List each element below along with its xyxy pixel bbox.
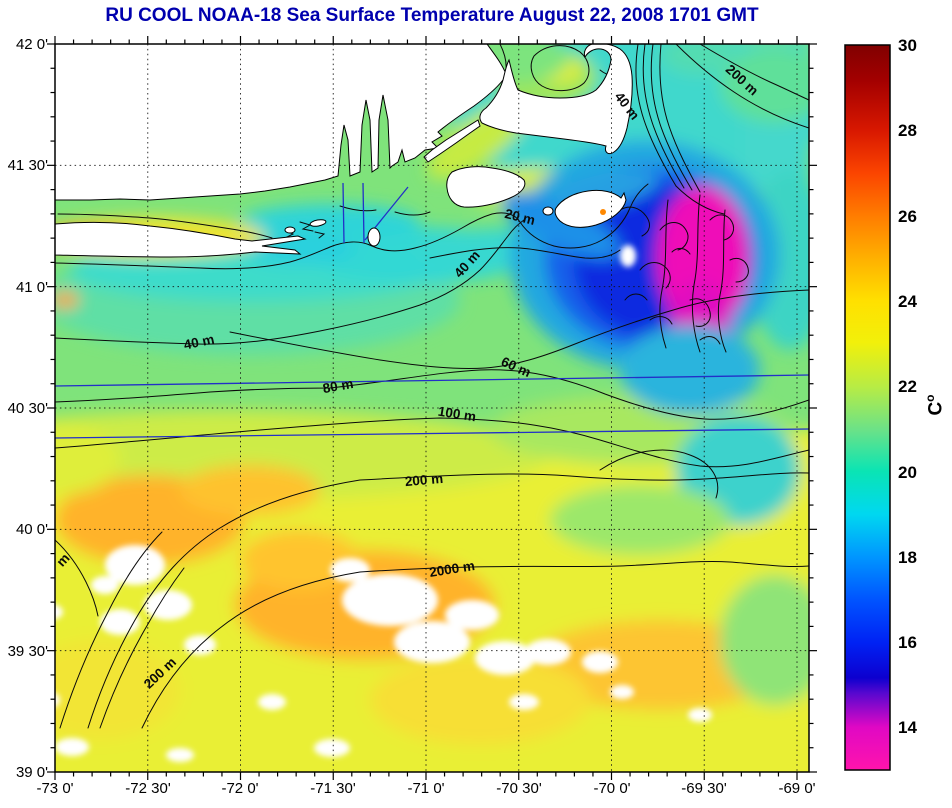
lon-label-71-0: -71 0' <box>407 780 445 797</box>
cb-label-28: 28 <box>898 121 917 140</box>
land-cape-cod <box>479 44 633 155</box>
cb-label-22: 22 <box>898 377 917 396</box>
warm-pixel-nantucket <box>600 209 606 215</box>
land-gardiners-island <box>284 226 296 234</box>
land-elizabeth-islands <box>423 119 481 163</box>
lat-label-42-0: 42 0' <box>15 36 48 53</box>
cloud-patches <box>55 245 712 762</box>
lat-label-39-30: 39 30' <box>7 643 48 660</box>
cb-label-18: 18 <box>898 548 917 567</box>
land-long-island <box>55 221 307 258</box>
lat-label-41-30: 41 30' <box>7 157 48 174</box>
graticule-grid <box>55 44 809 772</box>
cb-label-30: 30 <box>898 36 917 55</box>
lon-label-73-0: -73 0' <box>36 780 74 797</box>
lon-label-69-0: -69 0' <box>778 780 816 797</box>
bathymetry-contours <box>55 44 809 729</box>
land-block-island <box>367 227 381 247</box>
sst-field <box>55 44 809 772</box>
lon-label-72-0: -72 0' <box>221 780 259 797</box>
lat-label-39-0: 39 0' <box>15 764 48 781</box>
colorbar-unit-label: Co <box>923 394 947 416</box>
cb-label-24: 24 <box>898 292 917 311</box>
colorbar <box>844 44 891 771</box>
lat-label-40-30: 40 30' <box>7 400 48 417</box>
cb-label-26: 26 <box>898 207 917 226</box>
lat-label-41-0: 41 0' <box>15 279 48 296</box>
lon-label-70-0: -70 0' <box>593 780 631 797</box>
land-marthas-vineyard <box>446 166 526 208</box>
cb-label-16: 16 <box>898 633 917 652</box>
lon-label-70-30: -70 30' <box>496 780 542 797</box>
land-tuckernuck <box>542 206 554 216</box>
land-nantucket <box>554 189 627 228</box>
figure-title: RU COOL NOAA-18 Sea Surface Temperature … <box>105 5 759 26</box>
land-masses <box>55 44 633 258</box>
cb-label-20: 20 <box>898 463 917 482</box>
colorbar-frame <box>844 44 891 771</box>
land-fishers-island <box>309 219 327 227</box>
cb-label-14: 14 <box>898 718 917 737</box>
colorbar-gradient <box>845 45 890 770</box>
lon-label-71-30: -71 30' <box>310 780 356 797</box>
lat-label-40-0: 40 0' <box>15 521 48 538</box>
lon-label-69-30: -69 30' <box>681 780 727 797</box>
axis-ticks <box>47 36 890 780</box>
lon-label-72-30: -72 30' <box>125 780 171 797</box>
